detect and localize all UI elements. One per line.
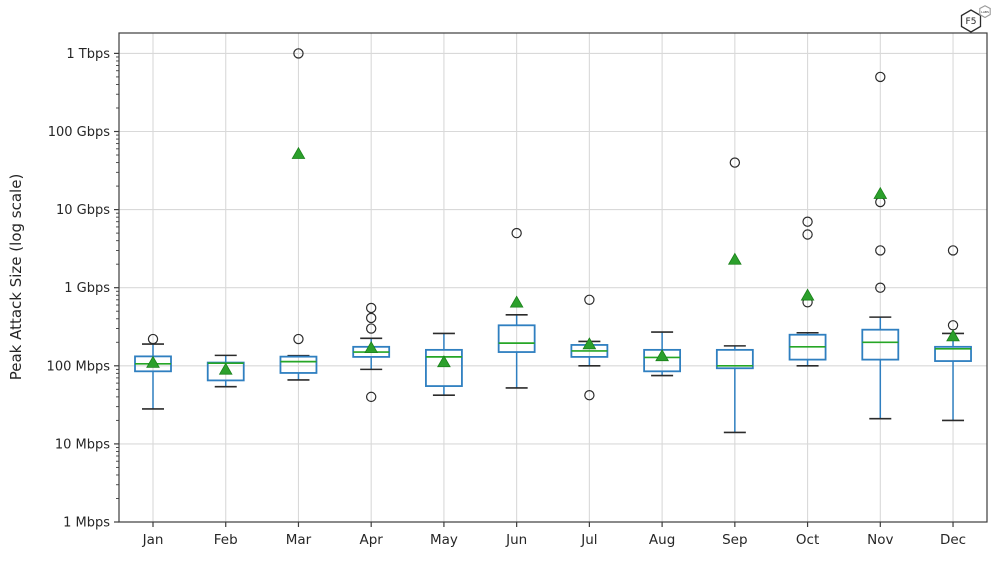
x-tick-label: Feb: [214, 532, 238, 548]
y-tick-label: 1 Tbps: [66, 47, 110, 62]
logo-hexagon: [960, 9, 982, 33]
boxplot-jun: [497, 227, 536, 389]
x-tick-label: Nov: [867, 532, 893, 548]
boxplot-apr: [352, 302, 391, 403]
outlier-marker: [584, 390, 595, 401]
x-tick-label: May: [430, 532, 458, 548]
outlier-marker: [365, 302, 377, 314]
outlier-marker: [511, 227, 522, 239]
x-tick-label: Oct: [796, 532, 819, 548]
boxplot-aug: [643, 331, 682, 377]
outlier-marker: [802, 216, 813, 227]
f5-labs-logo: F5 LABS: [960, 5, 991, 33]
logo-badge-hexagon: [979, 5, 991, 19]
y-tick-label: 10 Gbps: [56, 203, 110, 218]
outlier-marker: [875, 282, 886, 293]
outlier-marker: [584, 294, 595, 305]
x-tick-label: Dec: [940, 532, 966, 548]
logo-text: F5: [966, 17, 977, 27]
mean-marker: [873, 186, 888, 199]
mean-marker: [218, 362, 233, 375]
boxplot-may: [425, 332, 463, 397]
x-tick-label: Apr: [360, 532, 384, 548]
x-tick-label: Sep: [722, 532, 747, 548]
outlier-marker: [947, 245, 959, 256]
iqr-box: [715, 348, 754, 370]
mean-marker: [655, 349, 670, 362]
iqr-box: [279, 355, 318, 374]
y-axis-label: Peak Attack Size (log scale): [7, 173, 25, 381]
iqr-box: [861, 328, 900, 361]
y-tick-label: 10 Mbps: [55, 437, 110, 452]
x-tick-label: Jan: [142, 532, 164, 548]
mean-marker: [291, 146, 306, 159]
iqr-box: [497, 324, 536, 353]
x-axis: Jan Feb Mar Apr May Jun Jul Aug Sep Oct Nov Dec: [142, 522, 966, 548]
x-tick-label: Mar: [286, 532, 312, 548]
iqr-box: [425, 348, 463, 387]
outlier-marker: [365, 391, 377, 403]
boxplot-jan: [134, 333, 172, 410]
outlier-marker: [147, 333, 159, 345]
gridlines: [119, 33, 987, 523]
boxplot-nov: [861, 71, 900, 420]
x-tick-label: Aug: [649, 532, 675, 548]
plot-frame: [118, 32, 988, 523]
mean-marker: [509, 295, 524, 308]
y-axis: 1 Mbps 10 Mbps 100 Mbps 1 Gbps 10 Gbps 100 Gb…: [47, 47, 119, 531]
boxplot-sep: [715, 157, 754, 434]
outlier-marker: [729, 157, 741, 168]
y-tick-label: 1 Gbps: [64, 281, 110, 296]
x-tick-label: Jun: [505, 532, 527, 548]
outlier-marker: [802, 229, 813, 240]
boxplot-mar: [279, 48, 318, 381]
y-tick-label: 100 Gbps: [48, 125, 111, 140]
outlier-marker: [293, 333, 304, 345]
mean-marker: [946, 329, 960, 342]
outlier-marker: [365, 312, 377, 324]
y-tick-label: 1 Mbps: [63, 516, 110, 531]
mean-marker: [146, 355, 160, 368]
iqr-box: [934, 345, 972, 362]
mean-marker: [582, 337, 597, 350]
outlier-marker: [875, 245, 886, 256]
mean-marker: [364, 340, 379, 354]
mean-marker: [727, 252, 742, 265]
x-tick-label: Jul: [580, 532, 597, 548]
mean-marker: [437, 355, 451, 368]
boxplot-jul: [570, 294, 609, 401]
boxplot-dec: [934, 245, 972, 422]
logo-badge-text: LABS: [981, 10, 989, 14]
y-tick-label: 100 Mbps: [47, 359, 111, 374]
boxplot-oct: [788, 216, 827, 367]
boxplot-feb: [206, 354, 245, 388]
outlier-marker: [875, 71, 886, 83]
outlier-marker: [293, 48, 304, 59]
mean-marker: [800, 288, 815, 301]
outlier-marker: [365, 323, 377, 334]
